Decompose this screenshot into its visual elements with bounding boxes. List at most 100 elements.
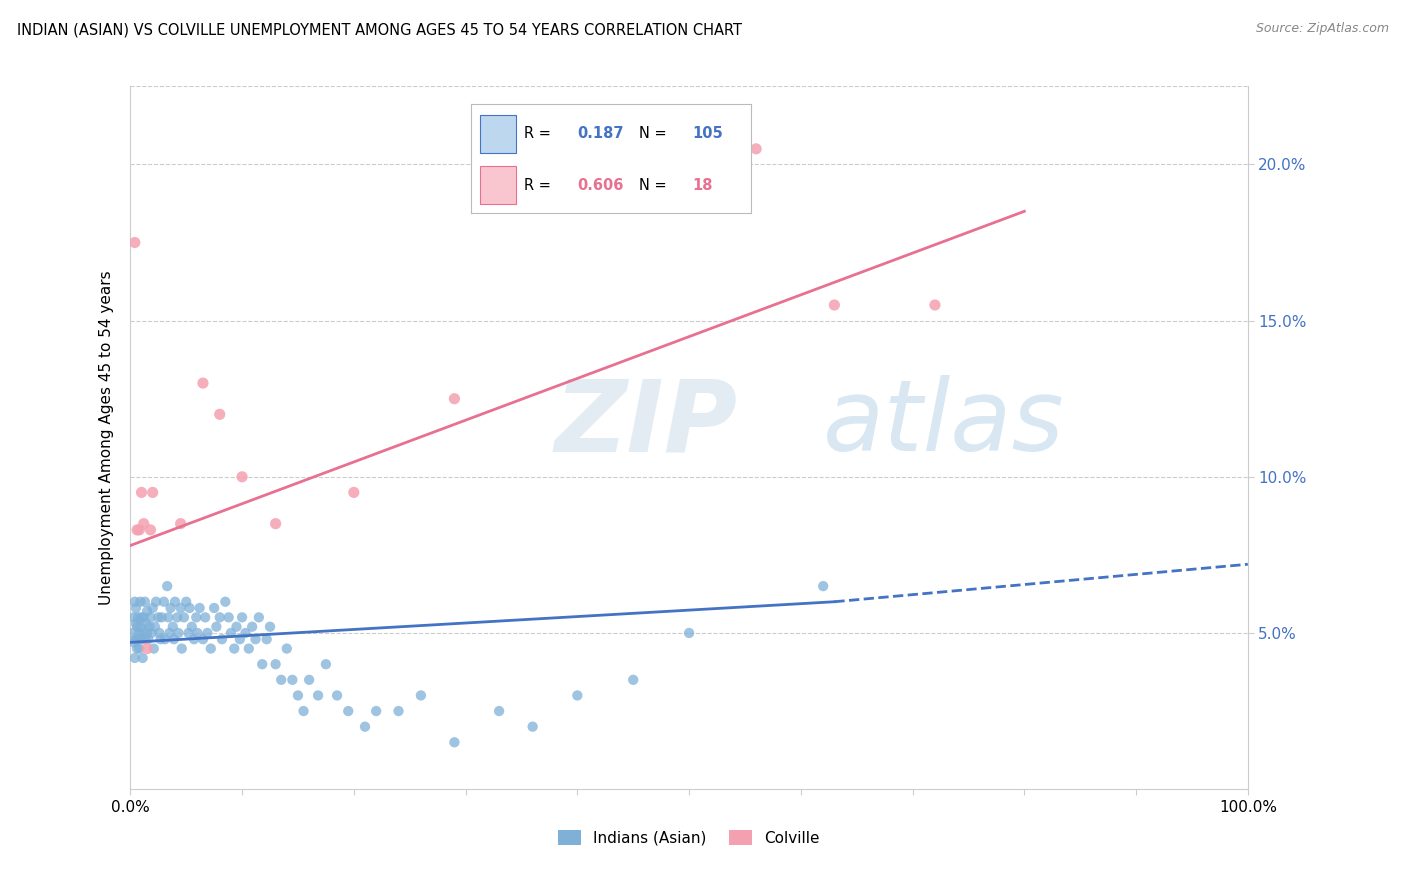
Point (131, 485, 153, 500)
Point (131, 651, 153, 665)
Point (307, 689, 329, 703)
Point (343, 485, 366, 500)
Text: INDIAN (ASIAN) VS COLVILLE UNEMPLOYMENT AMONG AGES 45 TO 54 YEARS CORRELATION CH: INDIAN (ASIAN) VS COLVILLE UNEMPLOYMENT … (17, 22, 742, 37)
Point (141, 626, 163, 640)
Point (129, 620, 152, 634)
Point (387, 704, 409, 718)
Point (200, 641, 222, 656)
Point (567, 689, 589, 703)
Point (186, 610, 208, 624)
Point (211, 632, 233, 647)
Point (125, 632, 148, 647)
Point (270, 673, 292, 687)
Point (225, 620, 247, 634)
Point (811, 579, 834, 593)
Legend: Indians (Asian), Colville: Indians (Asian), Colville (553, 823, 827, 852)
Point (129, 595, 152, 609)
Point (163, 595, 186, 609)
Point (354, 720, 377, 734)
Point (169, 516, 191, 531)
Point (264, 657, 287, 672)
Point (488, 704, 510, 718)
Point (235, 626, 257, 640)
Point (132, 516, 155, 531)
Point (337, 704, 360, 718)
Point (229, 632, 252, 647)
Point (745, 142, 768, 156)
Point (124, 595, 146, 609)
Point (281, 673, 304, 687)
Point (292, 704, 315, 718)
Point (139, 610, 162, 624)
Point (122, 610, 145, 624)
Point (245, 632, 267, 647)
Point (366, 704, 388, 718)
Point (136, 632, 159, 647)
Point (298, 673, 321, 687)
Text: atlas: atlas (823, 376, 1064, 472)
Point (124, 651, 146, 665)
Point (522, 720, 544, 734)
Point (264, 516, 287, 531)
Point (238, 641, 260, 656)
Point (194, 610, 217, 624)
Point (208, 407, 231, 421)
Point (179, 601, 201, 615)
Point (191, 376, 214, 390)
Point (443, 735, 465, 749)
Point (231, 470, 253, 484)
Point (148, 610, 170, 624)
Point (167, 626, 190, 640)
Point (173, 610, 195, 624)
Point (219, 626, 242, 640)
Point (166, 610, 188, 624)
Point (205, 620, 228, 634)
Point (443, 392, 465, 406)
Point (131, 610, 153, 624)
Point (131, 626, 153, 640)
Point (159, 626, 181, 640)
Point (132, 610, 155, 624)
Point (153, 632, 176, 647)
Point (231, 610, 253, 624)
Point (250, 657, 273, 672)
Point (156, 579, 179, 593)
Point (121, 626, 143, 640)
Point (128, 626, 150, 640)
Point (142, 485, 165, 500)
Point (131, 632, 153, 647)
Point (247, 610, 270, 624)
Point (169, 601, 191, 615)
Point (186, 626, 208, 640)
Point (170, 641, 193, 656)
Point (218, 610, 240, 624)
Point (159, 601, 181, 615)
Point (143, 620, 166, 634)
Point (150, 610, 173, 624)
Point (180, 620, 202, 634)
Point (197, 626, 219, 640)
Point (142, 641, 165, 656)
Point (256, 632, 278, 647)
Point (224, 641, 246, 656)
Point (149, 632, 172, 647)
Point (678, 626, 700, 640)
Point (409, 689, 432, 703)
Point (125, 601, 148, 615)
Point (276, 641, 298, 656)
Point (621, 673, 644, 687)
Point (139, 523, 162, 537)
Point (287, 689, 309, 703)
Point (125, 641, 148, 656)
Point (924, 298, 946, 312)
Point (214, 595, 236, 609)
Point (183, 632, 205, 647)
Point (127, 610, 149, 624)
Point (125, 616, 148, 631)
Point (202, 601, 225, 615)
Point (259, 620, 281, 634)
Y-axis label: Unemployment Among Ages 45 to 54 years: Unemployment Among Ages 45 to 54 years (100, 270, 114, 605)
Point (136, 641, 159, 656)
Point (157, 610, 180, 624)
Point (326, 689, 349, 703)
